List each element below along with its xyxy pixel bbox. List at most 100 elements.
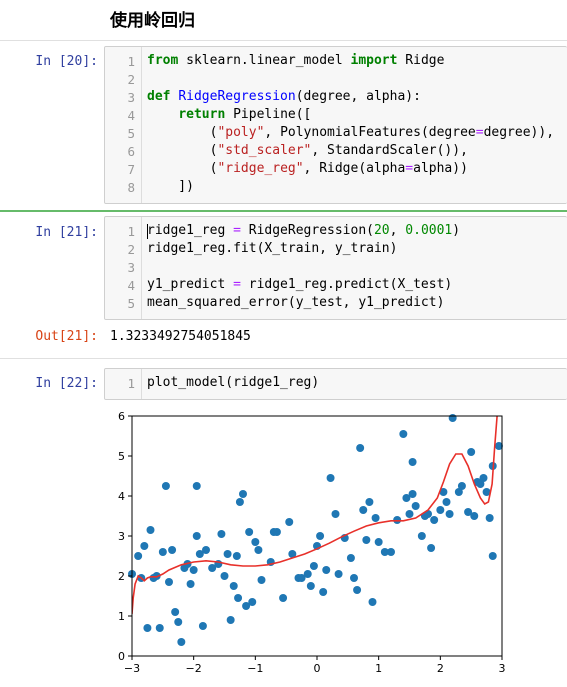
code-line[interactable]: plot_model(ridge1_reg) xyxy=(147,375,320,390)
data-point xyxy=(479,474,488,482)
data-point xyxy=(476,480,485,488)
input-prompt-20: In [20]: xyxy=(35,54,98,69)
line-number-gutter xyxy=(105,369,142,399)
code-cell-20[interactable]: 1 from sklearn.linear_model import Ridge 2… xyxy=(104,46,567,204)
cell-separator xyxy=(0,358,567,359)
data-point xyxy=(405,510,414,518)
data-point xyxy=(195,550,204,558)
data-point xyxy=(177,638,186,646)
scatter-plot: −3 −2 −1 0 1 2 3 0 1 2 3 4 5 6 xyxy=(118,410,506,675)
x-tick-label: 3 xyxy=(499,662,506,675)
code-line[interactable]: from sklearn.linear_model import Ridge xyxy=(147,53,445,68)
data-point xyxy=(165,578,173,586)
line-number: 4 xyxy=(127,108,135,123)
data-point xyxy=(189,566,198,574)
data-point xyxy=(427,544,436,552)
data-point xyxy=(242,602,251,610)
code-line[interactable]: ridge1_reg.fit(X_train, y_train) xyxy=(147,241,398,256)
output-value: 1.3233492754051845 xyxy=(110,329,251,344)
code-line[interactable]: ("std_scaler", StandardScaler()), xyxy=(147,143,468,158)
data-point xyxy=(220,572,229,580)
data-point xyxy=(488,552,497,560)
selected-cell-indicator xyxy=(0,210,567,212)
y-tick-label: 6 xyxy=(118,410,125,423)
data-point xyxy=(470,512,479,520)
code-line[interactable]: return Pipeline([ xyxy=(178,107,312,122)
code-line[interactable]: def RidgeRegression(degree, alpha): xyxy=(147,89,421,104)
data-point xyxy=(171,608,180,616)
data-point xyxy=(356,444,365,452)
data-point xyxy=(387,548,395,556)
data-point xyxy=(279,594,288,602)
data-point xyxy=(374,538,383,546)
data-point xyxy=(248,598,257,606)
data-point xyxy=(322,566,331,574)
line-number: 7 xyxy=(127,162,135,177)
input-prompt-22: In [22]: xyxy=(35,376,98,391)
data-point xyxy=(359,506,368,514)
data-point xyxy=(245,528,254,536)
data-point xyxy=(303,570,312,578)
data-point xyxy=(408,490,417,498)
x-tick-label: 2 xyxy=(437,662,444,675)
y-tick-label: 5 xyxy=(118,450,125,463)
data-point xyxy=(430,516,439,524)
data-point xyxy=(448,414,457,422)
code-line[interactable]: ("poly", PolynomialFeatures(degree=degre… xyxy=(147,125,555,140)
data-point xyxy=(436,506,445,514)
data-point xyxy=(234,594,243,602)
code-cell-21[interactable]: 1 ridge1_reg = RidgeRegression(20, 0.0001… xyxy=(104,216,567,320)
line-number: 6 xyxy=(127,144,135,159)
data-point xyxy=(161,482,170,490)
data-point xyxy=(186,580,195,588)
code-line[interactable]: y1_predict = ridge1_reg.predict(X_test) xyxy=(147,277,453,292)
code-line[interactable]: ridge1_reg = RidgeRegression(20, 0.0001) xyxy=(147,223,461,238)
data-point xyxy=(362,536,371,544)
data-point xyxy=(346,554,355,562)
line-number: 1 xyxy=(127,224,135,239)
data-point xyxy=(297,574,306,582)
data-point xyxy=(235,498,244,506)
line-number: 2 xyxy=(127,242,135,257)
code-line[interactable]: mean_squared_error(y_test, y1_predict) xyxy=(147,295,445,310)
data-point xyxy=(402,494,411,502)
code-cell-22[interactable]: 1 plot_model(ridge1_reg) xyxy=(104,368,567,400)
data-point xyxy=(158,548,167,556)
data-point xyxy=(368,598,377,606)
line-number: 4 xyxy=(127,278,135,293)
data-point xyxy=(174,618,183,626)
data-point xyxy=(143,624,152,632)
data-point xyxy=(353,586,362,594)
data-point xyxy=(399,430,408,438)
y-tick-label: 0 xyxy=(118,650,125,663)
data-point xyxy=(140,542,149,550)
data-point xyxy=(309,562,318,570)
line-number-gutter xyxy=(105,217,142,319)
data-point xyxy=(350,574,358,582)
output-prompt-21: Out[21]: xyxy=(35,329,98,344)
data-point xyxy=(365,498,374,506)
data-point xyxy=(334,570,343,578)
data-point xyxy=(380,548,389,556)
line-number: 1 xyxy=(127,54,135,69)
data-point xyxy=(232,552,241,560)
line-number: 8 xyxy=(127,180,135,195)
data-point xyxy=(134,552,143,560)
data-point xyxy=(417,532,426,540)
code-line[interactable]: ]) xyxy=(147,179,194,194)
data-point xyxy=(408,458,417,466)
data-point xyxy=(411,502,420,510)
data-point xyxy=(464,508,473,516)
data-point xyxy=(198,622,207,630)
y-tick-label: 2 xyxy=(118,570,125,583)
data-point xyxy=(146,526,155,534)
data-point xyxy=(217,530,226,538)
line-number: 3 xyxy=(127,260,135,275)
data-point xyxy=(326,474,335,482)
y-tick-label: 4 xyxy=(118,490,125,503)
data-point xyxy=(457,482,466,490)
data-point xyxy=(272,528,281,536)
line-number: 1 xyxy=(127,376,135,391)
code-line[interactable]: ("ridge_reg", Ridge(alpha=alpha)) xyxy=(147,161,468,176)
line-number: 3 xyxy=(127,90,135,105)
